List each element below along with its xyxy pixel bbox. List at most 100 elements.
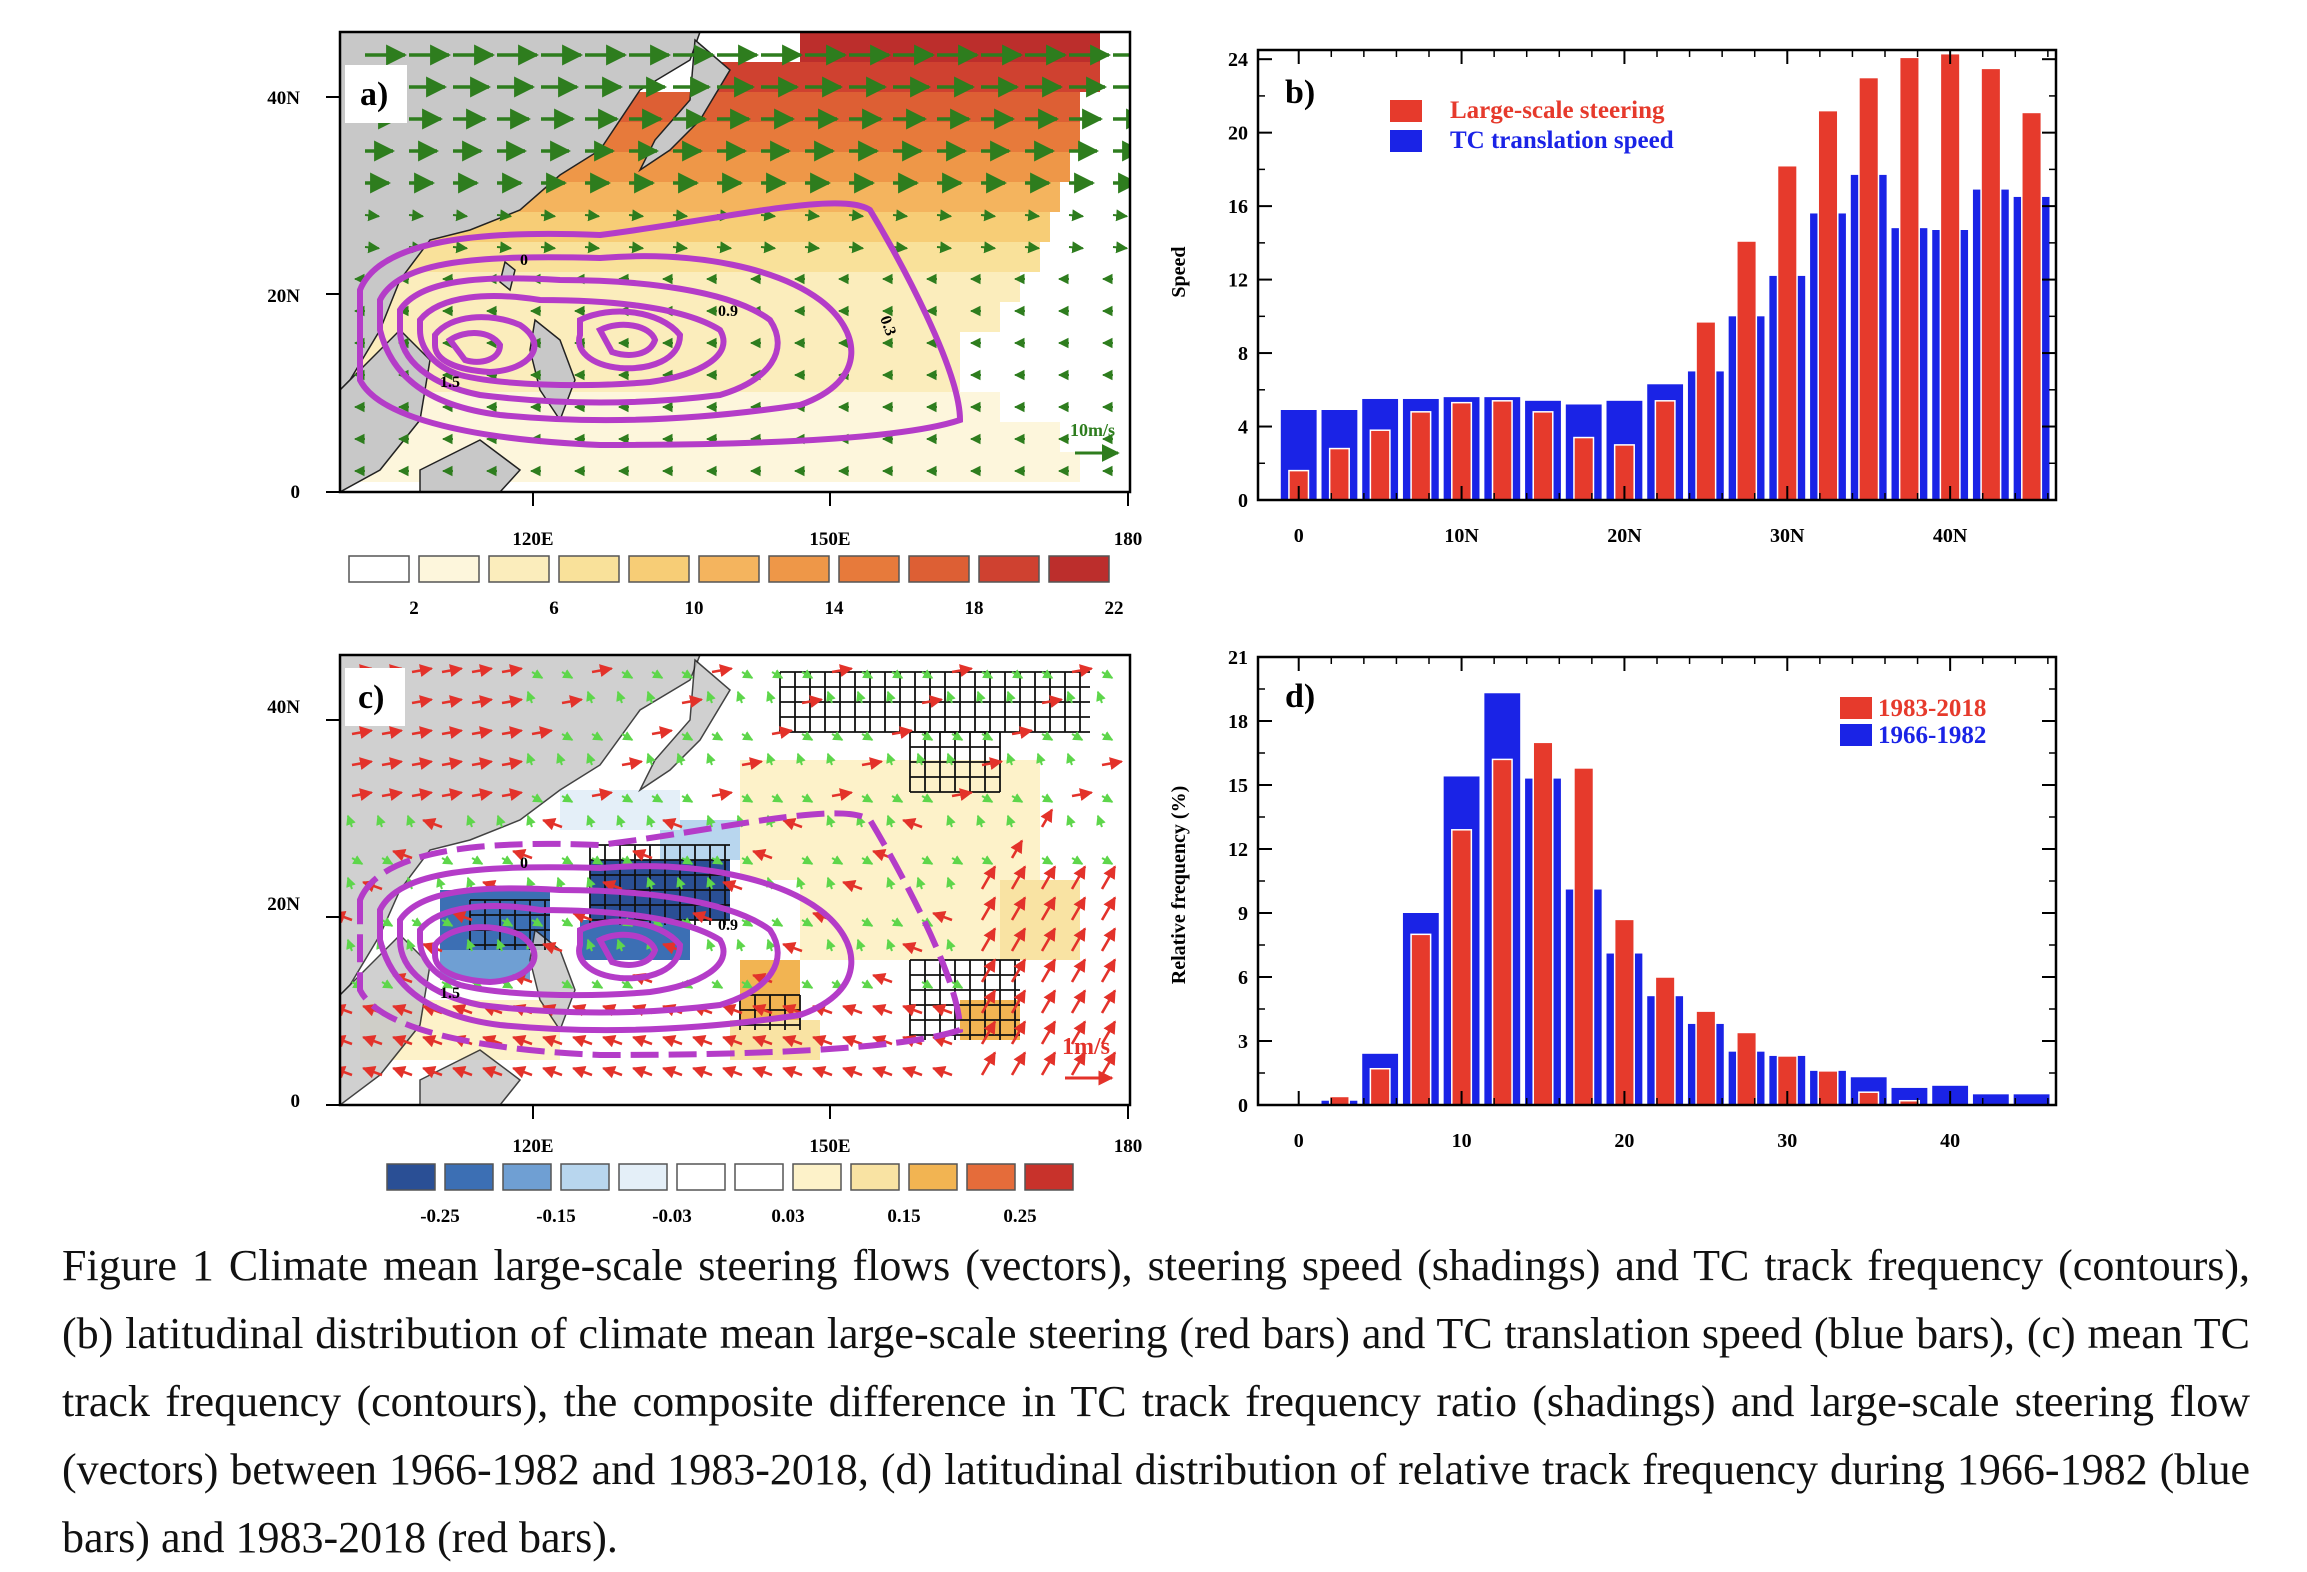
land-asia [340,655,701,997]
panel-d-ylabel: Relative frequency (%) [1168,786,1190,984]
b-bar-large-scale-steering-17 [1980,67,2002,501]
panel-c-label: c) [358,679,384,716]
panel-d-label: d) [1285,678,1315,715]
legend-label-tc-translation-speed: TC translation speed [1450,127,1674,154]
a-colorbar-label-4: 18 [965,598,984,619]
panel-b-label: b) [1285,74,1315,111]
b-bar-large-scale-steering-6 [1532,411,1554,501]
b-bar-large-scale-steering-16 [1939,52,1961,501]
d-bar-1983-2018-4 [1451,829,1473,1106]
d-bar-1983-2018-9 [1654,976,1676,1106]
c-colorbar-label-3: 0.03 [771,1206,804,1227]
contour-label-0: 0 [520,855,528,872]
a-colorbar-label-2: 10 [685,598,704,619]
legend-swatch-1983-2018 [1840,697,1872,719]
c-colorbar-label-4: 0.15 [887,1206,920,1227]
d-bar-1983-2018-11 [1736,1031,1758,1106]
d-ytick-6: 6 [1238,967,1248,989]
b-ytick-12: 12 [1228,270,1248,292]
legend-label-1966-1982: 1966-1982 [1878,722,1986,749]
d-ytick-9: 9 [1238,903,1248,925]
d-ytick-3: 3 [1238,1031,1248,1053]
legend-swatch-1966-1982 [1840,724,1872,746]
d-bar-1966-1982-18 [2013,1094,2050,1105]
d-bar-1983-2018-8 [1613,918,1635,1106]
b-bar-large-scale-steering-2 [1369,429,1391,501]
b-bar-large-scale-steering-4 [1451,401,1473,501]
b-bar-large-scale-steering-10 [1695,321,1717,501]
panel-c-xtick-120e: 120E [512,1136,553,1157]
b-bar-large-scale-steering-3 [1410,411,1432,501]
b-bar-large-scale-steering-13 [1817,109,1839,501]
b-bar-large-scale-steering-14 [1858,76,1880,501]
d-ytick-15: 15 [1228,775,1248,797]
c-colorbar-label-0: -0.25 [420,1206,460,1227]
legend-swatch-large-scale-steering [1390,100,1422,122]
d-bar-1983-2018-5 [1491,758,1513,1106]
contour-label-0: 0 [520,252,528,269]
panel-c-ytick-20n: 20N [267,894,300,915]
b-xtick-10n: 10N [1444,525,1479,547]
b-bar-large-scale-steering-11 [1736,240,1758,501]
panel-c-xtick-150e: 150E [809,1136,850,1157]
b-ytick-16: 16 [1228,196,1248,218]
b-bar-large-scale-steering-12 [1776,164,1798,501]
panel-c-ytick-40n: 40N [267,697,300,718]
d-xtick-30: 30 [1777,1130,1797,1152]
a-colorbar-label-3: 14 [825,598,845,619]
land-borneo [419,439,522,492]
d-bar-1983-2018-1 [1328,1095,1350,1106]
d-ytick-12: 12 [1228,839,1248,861]
contour-label-1-5: 1.5 [440,985,460,1002]
panel-a-ytick-20n: 20N [267,286,300,307]
legend-label-1983-2018: 1983-2018 [1878,695,1986,722]
d-bar-1983-2018-7 [1573,767,1595,1106]
d-ytick-21: 21 [1228,647,1248,669]
track-frequency-contours [357,810,964,1059]
d-ytick-18: 18 [1228,711,1248,733]
d-bar-1966-1982-17 [1972,1094,2009,1105]
panel-a-colorbar: 2 6 10 14 18 22 [348,555,1124,619]
c-colorbar-label-2: -0.03 [652,1206,692,1227]
contour-label-0-3: 0.3 [876,314,899,339]
panel-a-ytick-0: 0 [291,482,301,503]
b-xtick-30n: 30N [1770,525,1805,547]
panel-c-ytick-0: 0 [291,1091,301,1112]
d-xtick-10: 10 [1452,1130,1472,1152]
b-ytick-8: 8 [1238,343,1248,365]
panel-d-chart: 0 3 6 9 12 15 18 21 0 10 20 30 40 d) Relative freque… [1168,647,2058,1152]
contour-label-0-9: 0.9 [718,917,738,934]
a-colorbar-label-5: 22 [1105,598,1124,619]
panel-a-xtick-120e: 120E [512,529,553,550]
d-bar-1983-2018-13 [1817,1070,1839,1106]
figure-1: 0.3 0.9 1.5 0 10m/s a) 40N 20N 0 120E 15… [267,30,2058,1227]
figure-caption: Figure 1 Climate mean large-scale steeri… [62,1241,2250,1562]
d-bar-1983-2018-2 [1369,1067,1391,1106]
b-xtick-20n: 20N [1607,525,1642,547]
panel-a-map: 0.3 0.9 1.5 0 10m/s a) 40N 20N 0 120E 15… [267,30,1143,619]
panel-a-map-field: 0.3 0.9 1.5 0 10m/s [340,32,1130,492]
b-bar-large-scale-steering-5 [1491,400,1513,501]
d-xtick-40: 40 [1940,1130,1960,1152]
b-xtick-40n: 40N [1933,525,1968,547]
legend-label-large-scale-steering: Large-scale steering [1450,97,1665,124]
b-ytick-0: 0 [1238,490,1248,512]
panel-a-xtick-150e: 150E [809,529,850,550]
land-borneo [419,1049,522,1105]
contour-label-0-9: 0.9 [718,303,738,320]
panel-c-map-field: 0 0.9 1.5 1m/s [340,655,1130,1105]
panel-b-chart: 0 4 8 12 16 20 24 0 10N 20N 30N 40N b) Speed Large-… [1168,48,2058,547]
panel-c-xtick-180: 180 [1114,1136,1143,1157]
panel-c-colorbar: -0.25 -0.15 -0.03 0.03 0.15 0.25 [386,1163,1074,1227]
b-bar-large-scale-steering-7 [1573,436,1595,501]
panel-b-ylabel: Speed [1168,246,1190,297]
b-ytick-20: 20 [1228,123,1248,145]
b-bar-large-scale-steering-15 [1898,56,1920,501]
d-bar-1983-2018-14 [1858,1091,1880,1106]
panel-a-xtick-180: 180 [1114,529,1143,550]
b-ytick-4: 4 [1238,417,1248,439]
reference-vector-label: 1m/s [1062,1034,1110,1060]
a-colorbar-label-1: 6 [549,598,559,619]
d-xtick-20: 20 [1614,1130,1634,1152]
c-colorbar-label-1: -0.15 [536,1206,576,1227]
